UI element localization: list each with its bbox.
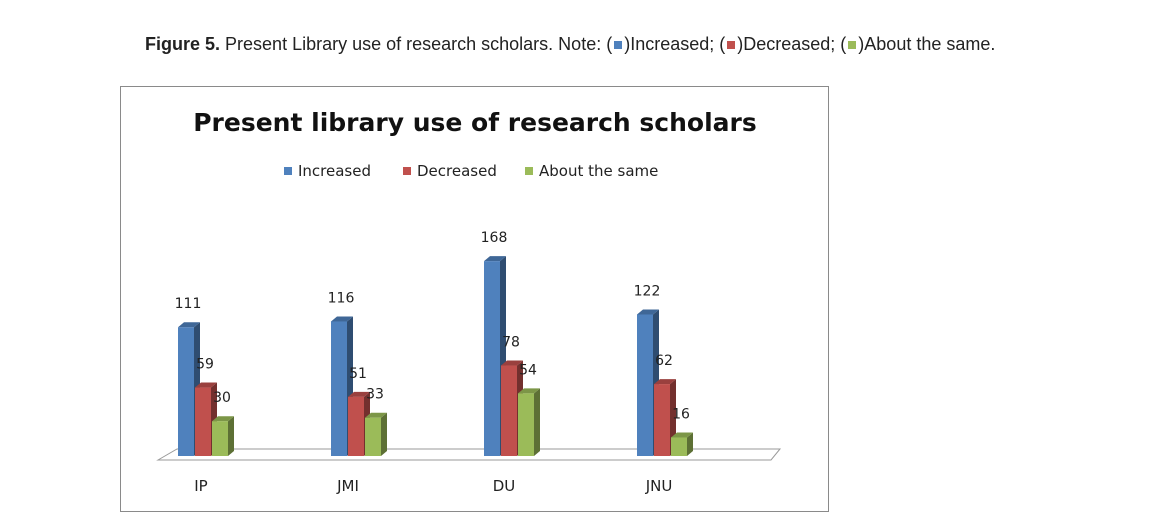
bar-face (654, 384, 670, 456)
bar-face (484, 261, 500, 456)
legend-swatch-about-the-same (525, 167, 533, 175)
data-label-jnu-about-the-same: 16 (672, 406, 690, 422)
chart-title: Present library use of research scholars (193, 108, 757, 137)
bar-top (637, 309, 659, 315)
legend-label-decreased: Decreased (417, 162, 497, 180)
x-label-jmi: JMI (336, 477, 359, 495)
data-label-jmi-about-the-same: 33 (366, 387, 384, 403)
bar-side (687, 432, 693, 456)
bar-face (348, 396, 364, 456)
bar-top (671, 432, 693, 438)
x-label-jnu: JNU (645, 477, 673, 495)
caption-legend-decreased: )Decreased; ( (737, 34, 847, 54)
x-label-ip: IP (194, 477, 207, 495)
bar-side (381, 412, 387, 456)
figure-label: Figure 5. (145, 34, 221, 54)
data-label-du-decreased: 78 (502, 335, 520, 351)
bar-top (484, 256, 506, 262)
bar-top (212, 416, 234, 422)
bar-top (501, 360, 523, 366)
bar-face (501, 365, 517, 456)
bar-jnu-about-the-same (671, 432, 693, 456)
bar-face (518, 393, 534, 456)
bar-face (178, 327, 194, 456)
data-label-jnu-decreased: 62 (655, 353, 673, 369)
bar-top (518, 388, 540, 394)
data-label-jmi-increased: 116 (328, 290, 355, 306)
bar-top (331, 316, 353, 322)
data-label-ip-about-the-same: 30 (213, 390, 231, 406)
caption-swatch-increased (614, 40, 623, 49)
data-label-ip-decreased: 59 (196, 357, 214, 373)
chart-bars: 111 59 30 116 51 33 168 78 54 122 62 16 (175, 230, 693, 456)
bar-face (331, 321, 347, 456)
caption-swatch-same (848, 40, 857, 49)
bar-face (365, 417, 381, 456)
data-label-du-increased: 168 (481, 230, 508, 246)
bar-jnu-decreased (654, 379, 676, 456)
bar-face (671, 437, 687, 456)
bar-top (195, 382, 217, 388)
legend-label-increased: Increased (298, 162, 371, 180)
bar-top (654, 379, 676, 385)
chart-floor (156, 448, 782, 461)
legend-swatch-decreased (403, 167, 411, 175)
data-label-jnu-increased: 122 (634, 283, 661, 299)
bar-du-about-the-same (518, 388, 540, 456)
bar-jmi-about-the-same (365, 412, 387, 456)
legend-label-about-the-same: About the same (539, 162, 658, 180)
bar-top (178, 322, 200, 328)
bar-face (637, 314, 653, 456)
caption-legend-same: )About the same. (858, 34, 996, 54)
bar-face (212, 421, 228, 456)
legend-swatch-increased (284, 167, 292, 175)
figure-caption: Figure 5. Present Library use of researc… (145, 34, 995, 55)
bar-side (228, 416, 234, 456)
floor-plane (156, 448, 782, 461)
chart-svg: Present library use of research scholars… (156, 108, 782, 495)
chart-legend: Increased Decreased About the same (284, 162, 658, 180)
bar-top (365, 412, 387, 418)
chart-frame: Present library use of research scholars… (120, 86, 829, 512)
caption-legend-increased: )Increased; ( (624, 34, 726, 54)
data-label-ip-increased: 111 (175, 296, 202, 312)
bar-top (348, 391, 370, 397)
x-axis-labels: IP JMI DU JNU (194, 477, 672, 495)
bar-ip-about-the-same (212, 416, 234, 456)
x-label-du: DU (493, 477, 516, 495)
bar-side (534, 388, 540, 456)
data-label-du-about-the-same: 54 (519, 362, 537, 378)
bar-face (195, 387, 211, 456)
caption-text: Present Library use of research scholars… (225, 34, 613, 54)
data-label-jmi-decreased: 51 (349, 366, 367, 382)
caption-swatch-decreased (727, 40, 736, 49)
